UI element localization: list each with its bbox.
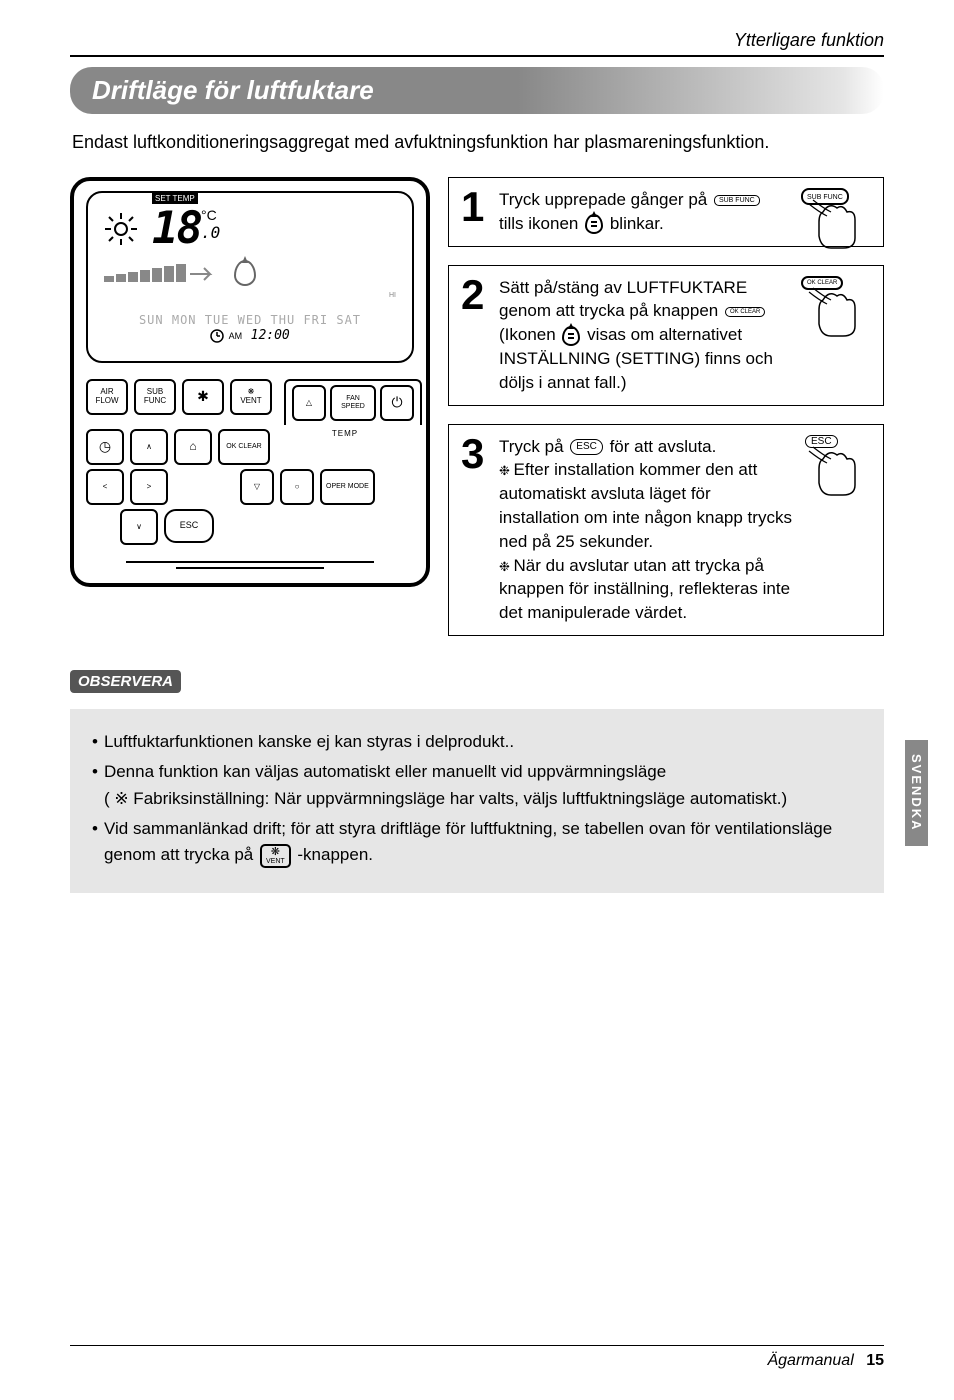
step-2-number: 2 bbox=[461, 276, 491, 314]
temp-label: TEMP bbox=[276, 429, 414, 438]
step-1-text: Tryck upprepade gånger på SUB FUNC tills… bbox=[499, 188, 793, 236]
up-button[interactable]: ∧ bbox=[130, 429, 168, 465]
power-button[interactable]: ⏻ bbox=[380, 385, 414, 421]
set-temp-tag: SET TEMP bbox=[152, 193, 198, 204]
right-button[interactable]: > bbox=[130, 469, 168, 505]
footer-page-number: 15 bbox=[866, 1352, 884, 1369]
hand-press-icon bbox=[805, 282, 871, 340]
oper-mode-button[interactable]: OPER MODE bbox=[320, 469, 375, 505]
step-2-text: Sätt på/stäng av LUFTFUKTARE genom att t… bbox=[499, 276, 793, 395]
esc-button[interactable]: ESC bbox=[164, 509, 214, 543]
step-1: 1 Tryck upprepade gånger på SUB FUNC til… bbox=[448, 177, 884, 247]
page-footer: Ägarmanual 15 bbox=[70, 1345, 884, 1370]
step-2: 2 Sätt på/stäng av LUFTFUKTARE genom att… bbox=[448, 265, 884, 406]
humidity-icon bbox=[234, 260, 256, 286]
note-2: Denna funktion kan väljas automatiskt el… bbox=[104, 759, 787, 812]
step-1-number: 1 bbox=[461, 188, 491, 226]
hand-press-icon bbox=[805, 194, 871, 252]
swirl-button[interactable]: ✱ bbox=[182, 379, 224, 415]
section-label: Ytterligare funktion bbox=[70, 30, 884, 51]
ok-clear-button[interactable]: OK CLEAR bbox=[218, 429, 270, 465]
left-button[interactable]: < bbox=[86, 469, 124, 505]
air-flow-button[interactable]: AIR FLOW bbox=[86, 379, 128, 415]
circle-button[interactable]: ○ bbox=[280, 469, 314, 505]
note-3: Vid sammanlänkad drift; för att styra dr… bbox=[104, 816, 862, 869]
notes-box: •Luftfuktarfunktionen kanske ej kan styr… bbox=[70, 709, 884, 893]
temp-value: 18 bbox=[152, 203, 201, 254]
page-title: Driftläge för luftfuktare bbox=[92, 75, 374, 105]
step-3-number: 3 bbox=[461, 435, 491, 473]
lock-button[interactable]: ⌂ bbox=[174, 429, 212, 465]
observera-tag: OBSERVERA bbox=[70, 670, 181, 693]
clock-value: 12:00 bbox=[251, 328, 290, 343]
sub-func-button[interactable]: SUB FUNC bbox=[134, 379, 176, 415]
weekday-row: SUN MON TUE WED THU FRI SAT bbox=[139, 313, 361, 327]
check-button[interactable]: ∨ bbox=[120, 509, 158, 545]
clock-am: AM bbox=[229, 331, 243, 341]
fan-bars-icon bbox=[104, 262, 224, 284]
ok-clear-inline-icon: OK CLEAR bbox=[725, 307, 765, 317]
esc-inline-icon: ESC bbox=[570, 439, 603, 455]
top-rule bbox=[70, 55, 884, 57]
sun-icon bbox=[104, 212, 138, 246]
temp-degree: °C bbox=[201, 207, 220, 223]
remote-illustration: SET TEMP 18 °C .0 bbox=[70, 177, 430, 587]
intro-text: Endast luftkonditioneringsaggregat med a… bbox=[72, 132, 882, 153]
humidity-inline-icon-2 bbox=[562, 326, 580, 346]
temp-down-button[interactable]: ▽ bbox=[240, 469, 274, 505]
sub-func-inline-icon: SUB FUNC bbox=[714, 195, 760, 206]
note-1: Luftfuktarfunktionen kanske ej kan styra… bbox=[104, 729, 514, 755]
clock-icon bbox=[210, 329, 224, 343]
vent-inline-button: ❋ VENT bbox=[260, 844, 291, 868]
page-title-pill: Driftläge för luftfuktare bbox=[70, 67, 884, 114]
temp-up-button[interactable]: △ bbox=[292, 385, 326, 421]
timer-button[interactable]: ◷ bbox=[86, 429, 124, 465]
language-side-tab: SVENDKA bbox=[905, 740, 928, 846]
hand-press-icon bbox=[805, 441, 871, 499]
temp-decimal: .0 bbox=[201, 223, 220, 242]
fan-speed-button[interactable]: FAN SPEED bbox=[330, 385, 376, 421]
vent-button[interactable]: ❋VENT bbox=[230, 379, 272, 415]
humidity-inline-icon bbox=[585, 214, 603, 234]
step-3: 3 Tryck på ESC för att avsluta. ❉ Efter … bbox=[448, 424, 884, 636]
footer-manual: Ägarmanual bbox=[767, 1352, 853, 1369]
step-3-text: Tryck på ESC för att avsluta. ❉ Efter in… bbox=[499, 435, 793, 625]
